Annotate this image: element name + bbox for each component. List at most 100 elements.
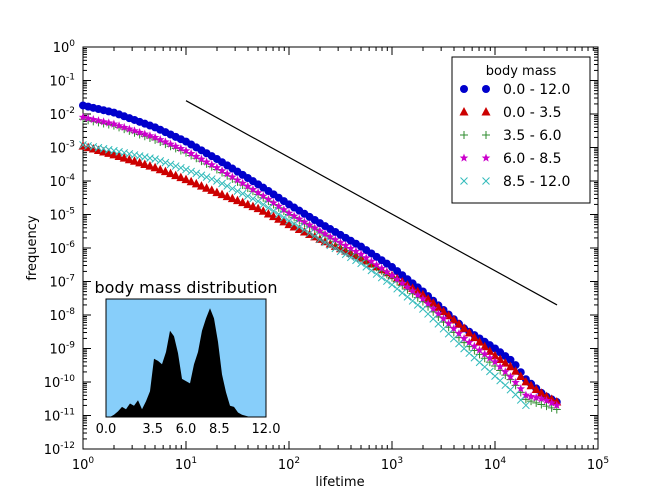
legend-label-3: 6.0 - 8.5 (503, 151, 561, 167)
series-1-point (140, 159, 150, 169)
series-1-point (196, 181, 206, 190)
series-1-point (475, 337, 485, 346)
series-3-point (140, 129, 150, 138)
series-1-point (536, 388, 546, 397)
series-3-point (222, 169, 232, 178)
series-3-point (305, 220, 314, 229)
x-tick-label-exp: 1 (191, 456, 197, 466)
x-tick-label-base: 10 (484, 458, 501, 473)
series-4-point (326, 241, 335, 250)
series-3-point (320, 229, 330, 238)
series-3-point (480, 349, 489, 358)
series-0-point (506, 355, 515, 364)
series-4-point (264, 203, 273, 212)
series-1-point (511, 366, 521, 375)
series-3-point (310, 223, 320, 232)
y-tick-label-exp: -12 (60, 441, 75, 451)
series-1-point (124, 154, 134, 164)
series-3-point (258, 191, 268, 200)
series-3-point (202, 157, 211, 166)
x-tick-label: 102 (278, 456, 300, 473)
series-3-point (531, 393, 541, 402)
series-1-point (480, 341, 490, 351)
series-3-point (186, 149, 196, 158)
series-4-point (259, 200, 268, 209)
series-1-point (253, 203, 263, 213)
series-4-point (408, 297, 417, 305)
series-0 (79, 101, 561, 407)
series-3-point (408, 286, 417, 295)
y-tick-label-base: 10 (49, 276, 66, 291)
series-4-point (352, 256, 360, 265)
series-3-point (361, 253, 371, 262)
x-axis-label: lifetime (315, 475, 364, 490)
series-3-point (145, 131, 155, 140)
series-1-point (119, 153, 129, 162)
y-tick-label-base: 10 (49, 242, 66, 257)
x-tick-label-exp: 5 (603, 456, 609, 466)
series-1-point (114, 151, 124, 160)
series-1-point (315, 234, 325, 243)
series-4-point (316, 235, 324, 244)
x-tick-label-exp: 2 (294, 456, 300, 466)
series-2-point (547, 403, 556, 412)
y-tick-label-base: 10 (44, 376, 61, 391)
series-3-point (382, 267, 392, 276)
series-1-point (454, 319, 464, 328)
y-tick-label-exp: -6 (66, 240, 75, 250)
series-1-point (217, 189, 227, 199)
inset-x-tick-label: 0.0 (96, 422, 117, 437)
series-1-point (284, 219, 294, 229)
legend-label-0: 0.0 - 12.0 (503, 82, 570, 98)
series-3-point (279, 205, 289, 214)
series-3-point (449, 324, 459, 333)
series-3-point (552, 400, 562, 409)
series-3-point (325, 232, 335, 241)
series-4-point (213, 177, 221, 185)
series-4-point (197, 171, 206, 180)
series-3-point (197, 154, 206, 163)
series-4-point (156, 157, 165, 165)
series-1-point (104, 148, 114, 157)
series-1-point (263, 208, 273, 218)
series-4-point (321, 238, 329, 247)
inset-chart: body mass distribution 0.0 3.5 6.0 8.5 12.0 (95, 278, 281, 437)
series-4-point (310, 232, 319, 241)
series-3-point (331, 235, 340, 244)
series-3-point (295, 214, 304, 223)
series-1-point (449, 314, 459, 324)
series-2-point (537, 400, 546, 409)
series-3-point (104, 118, 114, 127)
series-4-point (207, 175, 216, 183)
series-3-point (94, 116, 103, 125)
y-tick-label: 10-7 (49, 274, 75, 291)
series-3-point (403, 282, 412, 291)
series-4-point (279, 213, 288, 222)
series-4-point (367, 266, 376, 275)
series-4-point (388, 280, 396, 289)
series-4-point (233, 187, 242, 195)
series-3-point (114, 121, 124, 130)
series-3-point (521, 390, 531, 399)
series-1-point (83, 142, 93, 152)
series-3-point (109, 119, 119, 128)
series-3-point (537, 394, 546, 403)
y-tick-label: 10-10 (44, 374, 76, 391)
x-tick-label: 101 (175, 456, 197, 473)
series-3-point (495, 362, 505, 371)
series-4-point (192, 169, 201, 178)
series-1-point (444, 310, 454, 320)
legend-marker-4-a (460, 177, 468, 185)
legend-marker-1-a (459, 107, 469, 116)
series-4-point (228, 184, 237, 193)
series-3-point (228, 172, 237, 181)
series-3-point (428, 304, 438, 313)
series-4-point (331, 244, 340, 253)
series-4-point (182, 165, 190, 174)
x-tick-label: 100 (72, 456, 95, 473)
series-3-point (413, 290, 423, 299)
series-1-point (243, 199, 253, 209)
series-1-point (238, 197, 248, 207)
y-tick-label: 10-1 (49, 73, 75, 90)
